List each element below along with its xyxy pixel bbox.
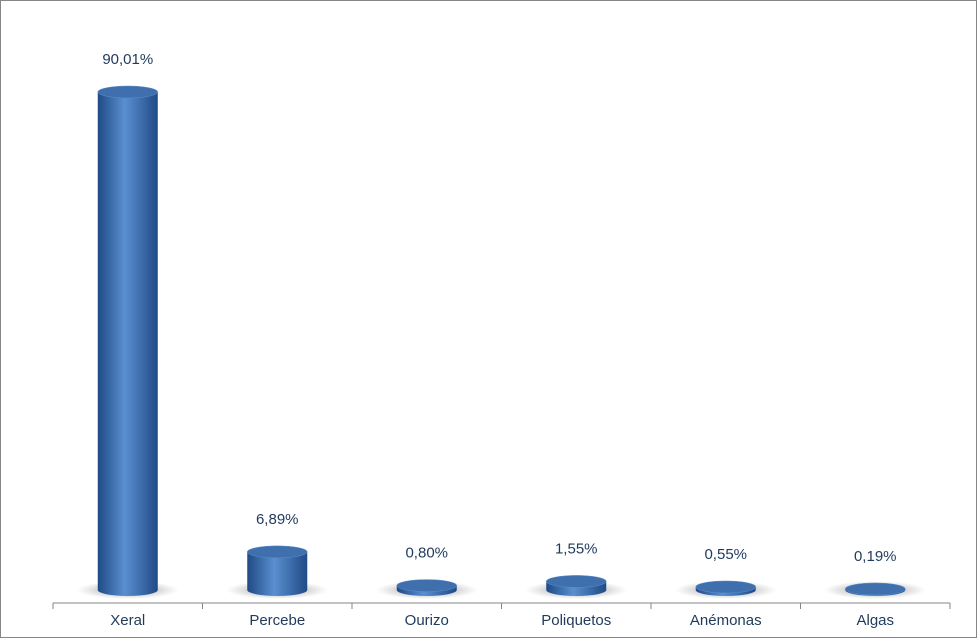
x-tick-label: Algas [856, 612, 894, 629]
x-tick-label: Poliquetos [541, 612, 611, 629]
bar-top [845, 582, 906, 596]
x-tick-label: Ourizo [405, 612, 449, 629]
x-tick-label: Percebe [249, 612, 305, 629]
x-tick-label: Anémonas [690, 612, 762, 629]
x-tick-label: Xeral [110, 612, 145, 629]
bar-top [247, 545, 308, 559]
bar [845, 582, 906, 596]
bar-top [396, 579, 457, 592]
value-label: 0,80% [405, 545, 448, 562]
bar-body [97, 92, 158, 596]
bar [695, 580, 756, 596]
bar [247, 545, 308, 596]
bar [97, 85, 158, 596]
bar-top [97, 85, 158, 99]
bar [546, 575, 607, 596]
value-label: 0,19% [854, 548, 897, 565]
value-label: 0,55% [704, 546, 747, 563]
bar-top [546, 575, 607, 588]
bar-top [695, 580, 756, 594]
value-label: 1,55% [555, 540, 598, 557]
bar [396, 579, 457, 596]
value-label: 90,01% [102, 51, 153, 68]
bar-body [247, 551, 308, 596]
value-label: 6,89% [256, 511, 299, 528]
